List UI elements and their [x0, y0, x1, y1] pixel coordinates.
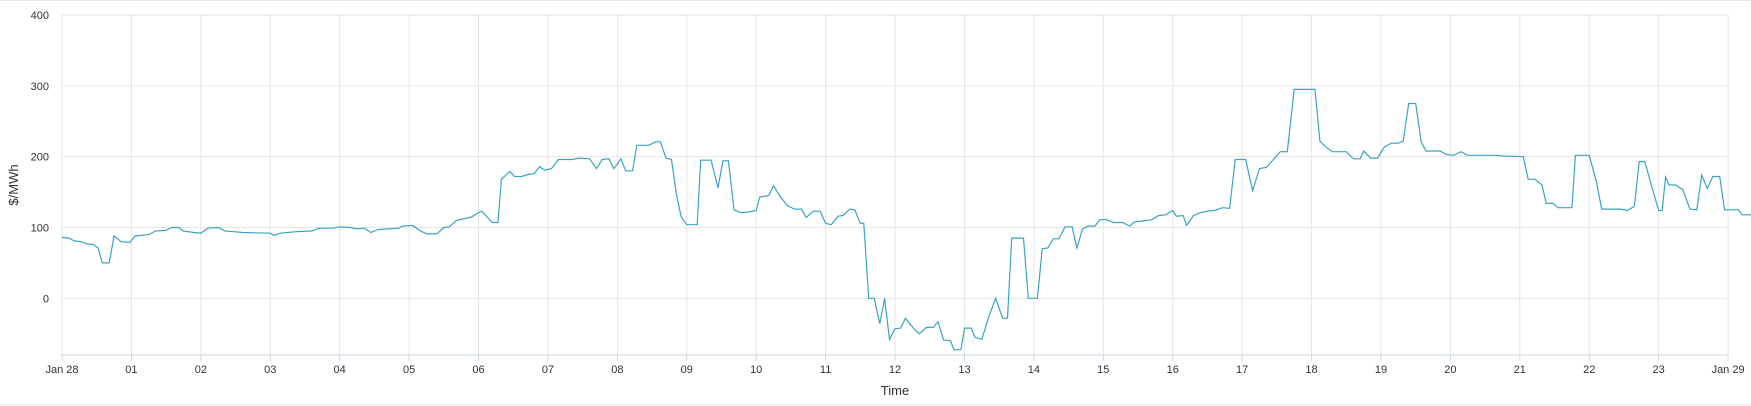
- x-tick-label: 16: [1167, 364, 1179, 376]
- y-tick-label: 0: [43, 293, 49, 305]
- x-tick-label: 18: [1305, 364, 1317, 376]
- x-tick-label: 08: [611, 364, 623, 376]
- x-tick-label: Jan 28: [45, 364, 78, 376]
- x-tick-label: 11: [820, 364, 831, 376]
- x-tick-label: 22: [1583, 364, 1595, 376]
- x-tick-label: 06: [472, 364, 484, 376]
- x-tick-label: 03: [264, 364, 276, 376]
- x-tick-label: 04: [334, 364, 346, 376]
- y-tick-label: 400: [31, 10, 49, 22]
- x-tick-label: 23: [1653, 364, 1665, 376]
- x-tick-label: 05: [403, 364, 415, 376]
- x-tick-label: Jan 29: [1712, 364, 1745, 376]
- y-axis-ticks: 400 300 200 100 0: [31, 10, 49, 305]
- x-tick-label: 13: [958, 364, 970, 376]
- x-tick-label: 19: [1375, 364, 1387, 376]
- x-tick-label: 01: [125, 364, 137, 376]
- x-tick-label: 15: [1097, 364, 1109, 376]
- x-tick-label: 07: [542, 364, 554, 376]
- x-tick-label: 21: [1514, 364, 1526, 376]
- y-tick-label: 300: [31, 81, 49, 93]
- series-line: [61, 88, 1751, 351]
- x-tick-label: 10: [750, 364, 762, 376]
- grid: [61, 14, 1729, 355]
- x-tick-label: 09: [681, 364, 693, 376]
- y-tick-label: 200: [31, 152, 49, 164]
- x-tick-label: 02: [195, 364, 207, 376]
- x-axis-title: Time: [881, 383, 909, 398]
- x-tick-label: 20: [1444, 364, 1456, 376]
- x-tick-label: 17: [1236, 364, 1248, 376]
- x-tick-label: 14: [1028, 364, 1040, 376]
- x-axis-ticks: Jan 28 01 02 03 04 05 06 07 08 09 10 11 12 13 14 15 16 17…: [45, 355, 1745, 376]
- x-tick-label: 12: [889, 364, 901, 376]
- y-axis-title: $/MWh: [6, 164, 21, 205]
- y-tick-label: 100: [31, 223, 49, 235]
